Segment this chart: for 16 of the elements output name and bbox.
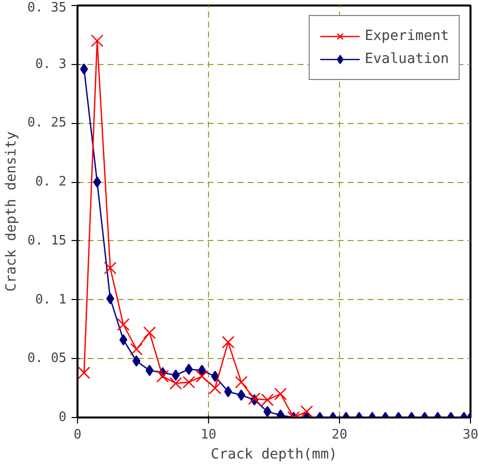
y-tick-label: 0. 1 — [35, 292, 67, 308]
y-tick-label: 0. 15 — [27, 233, 67, 248]
y-tick-label: 0. 05 — [27, 351, 67, 366]
x-tick-label: 10 — [200, 428, 216, 442]
y-tick-label: 0. 25 — [27, 116, 67, 131]
y-axis-title: Crack depth density — [3, 131, 20, 292]
legend-label: Experiment — [364, 28, 449, 44]
legend-label: Evaluation — [364, 51, 449, 67]
y-tick-label: 0. 2 — [35, 174, 67, 190]
y-tick-label: 0. 35 — [27, 0, 67, 16]
x-tick-label: 30 — [462, 428, 478, 442]
x-axis-title: Crack depth(mm) — [210, 446, 338, 462]
x-tick-label: 20 — [332, 428, 348, 442]
y-tick-label: 0. 3 — [35, 56, 67, 72]
x-tick-label: 0 — [74, 428, 82, 442]
y-tick-label: 0 — [58, 410, 66, 425]
